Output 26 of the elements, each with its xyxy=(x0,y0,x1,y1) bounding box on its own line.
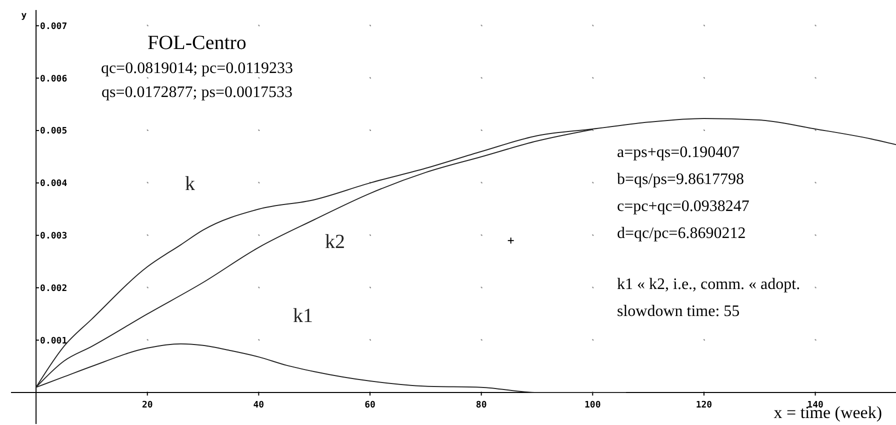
annotation: qc=0.0819014; pc=0.0119233 xyxy=(100,60,294,77)
annotation: slowdown time: 55 xyxy=(617,303,740,320)
x-tick-label: 100 xyxy=(584,400,601,411)
x-tick-label: 120 xyxy=(696,400,712,411)
x-tick-label: 40 xyxy=(253,400,264,411)
annotation: d=qc/pc=6.8690212 xyxy=(617,225,746,242)
y-axis-title: y xyxy=(21,11,28,21)
annotation: b=qs/ps=9.8617798 xyxy=(617,171,744,188)
series-label: k xyxy=(185,173,195,195)
series-label: k2 xyxy=(325,231,345,253)
y-tick-label: 0.001 xyxy=(40,336,68,346)
annotation: c=pc+qc=0.0938247 xyxy=(617,198,750,215)
y-tick-label: 0.002 xyxy=(40,284,68,294)
x-tick-label: 80 xyxy=(476,400,487,411)
annotation: qs=0.0172877; ps=0.0017533 xyxy=(102,84,292,101)
y-tick-label: 0.006 xyxy=(40,74,68,84)
y-tick-label: 0.003 xyxy=(40,231,68,242)
text: FOL-Centro xyxy=(148,32,246,54)
x-tick-label: 60 xyxy=(364,400,376,411)
annotation: k1 « k2, i.e., comm. « adopt. xyxy=(617,276,800,293)
y-tick-label: 0.005 xyxy=(40,126,68,137)
y-tick-label: 0.007 xyxy=(40,22,68,32)
series-label: k1 xyxy=(293,305,313,327)
y-tick-label: 0.004 xyxy=(40,179,68,190)
x-tick-label: 20 xyxy=(142,400,153,411)
annotation: a=ps+qs=0.190407 xyxy=(617,144,740,161)
